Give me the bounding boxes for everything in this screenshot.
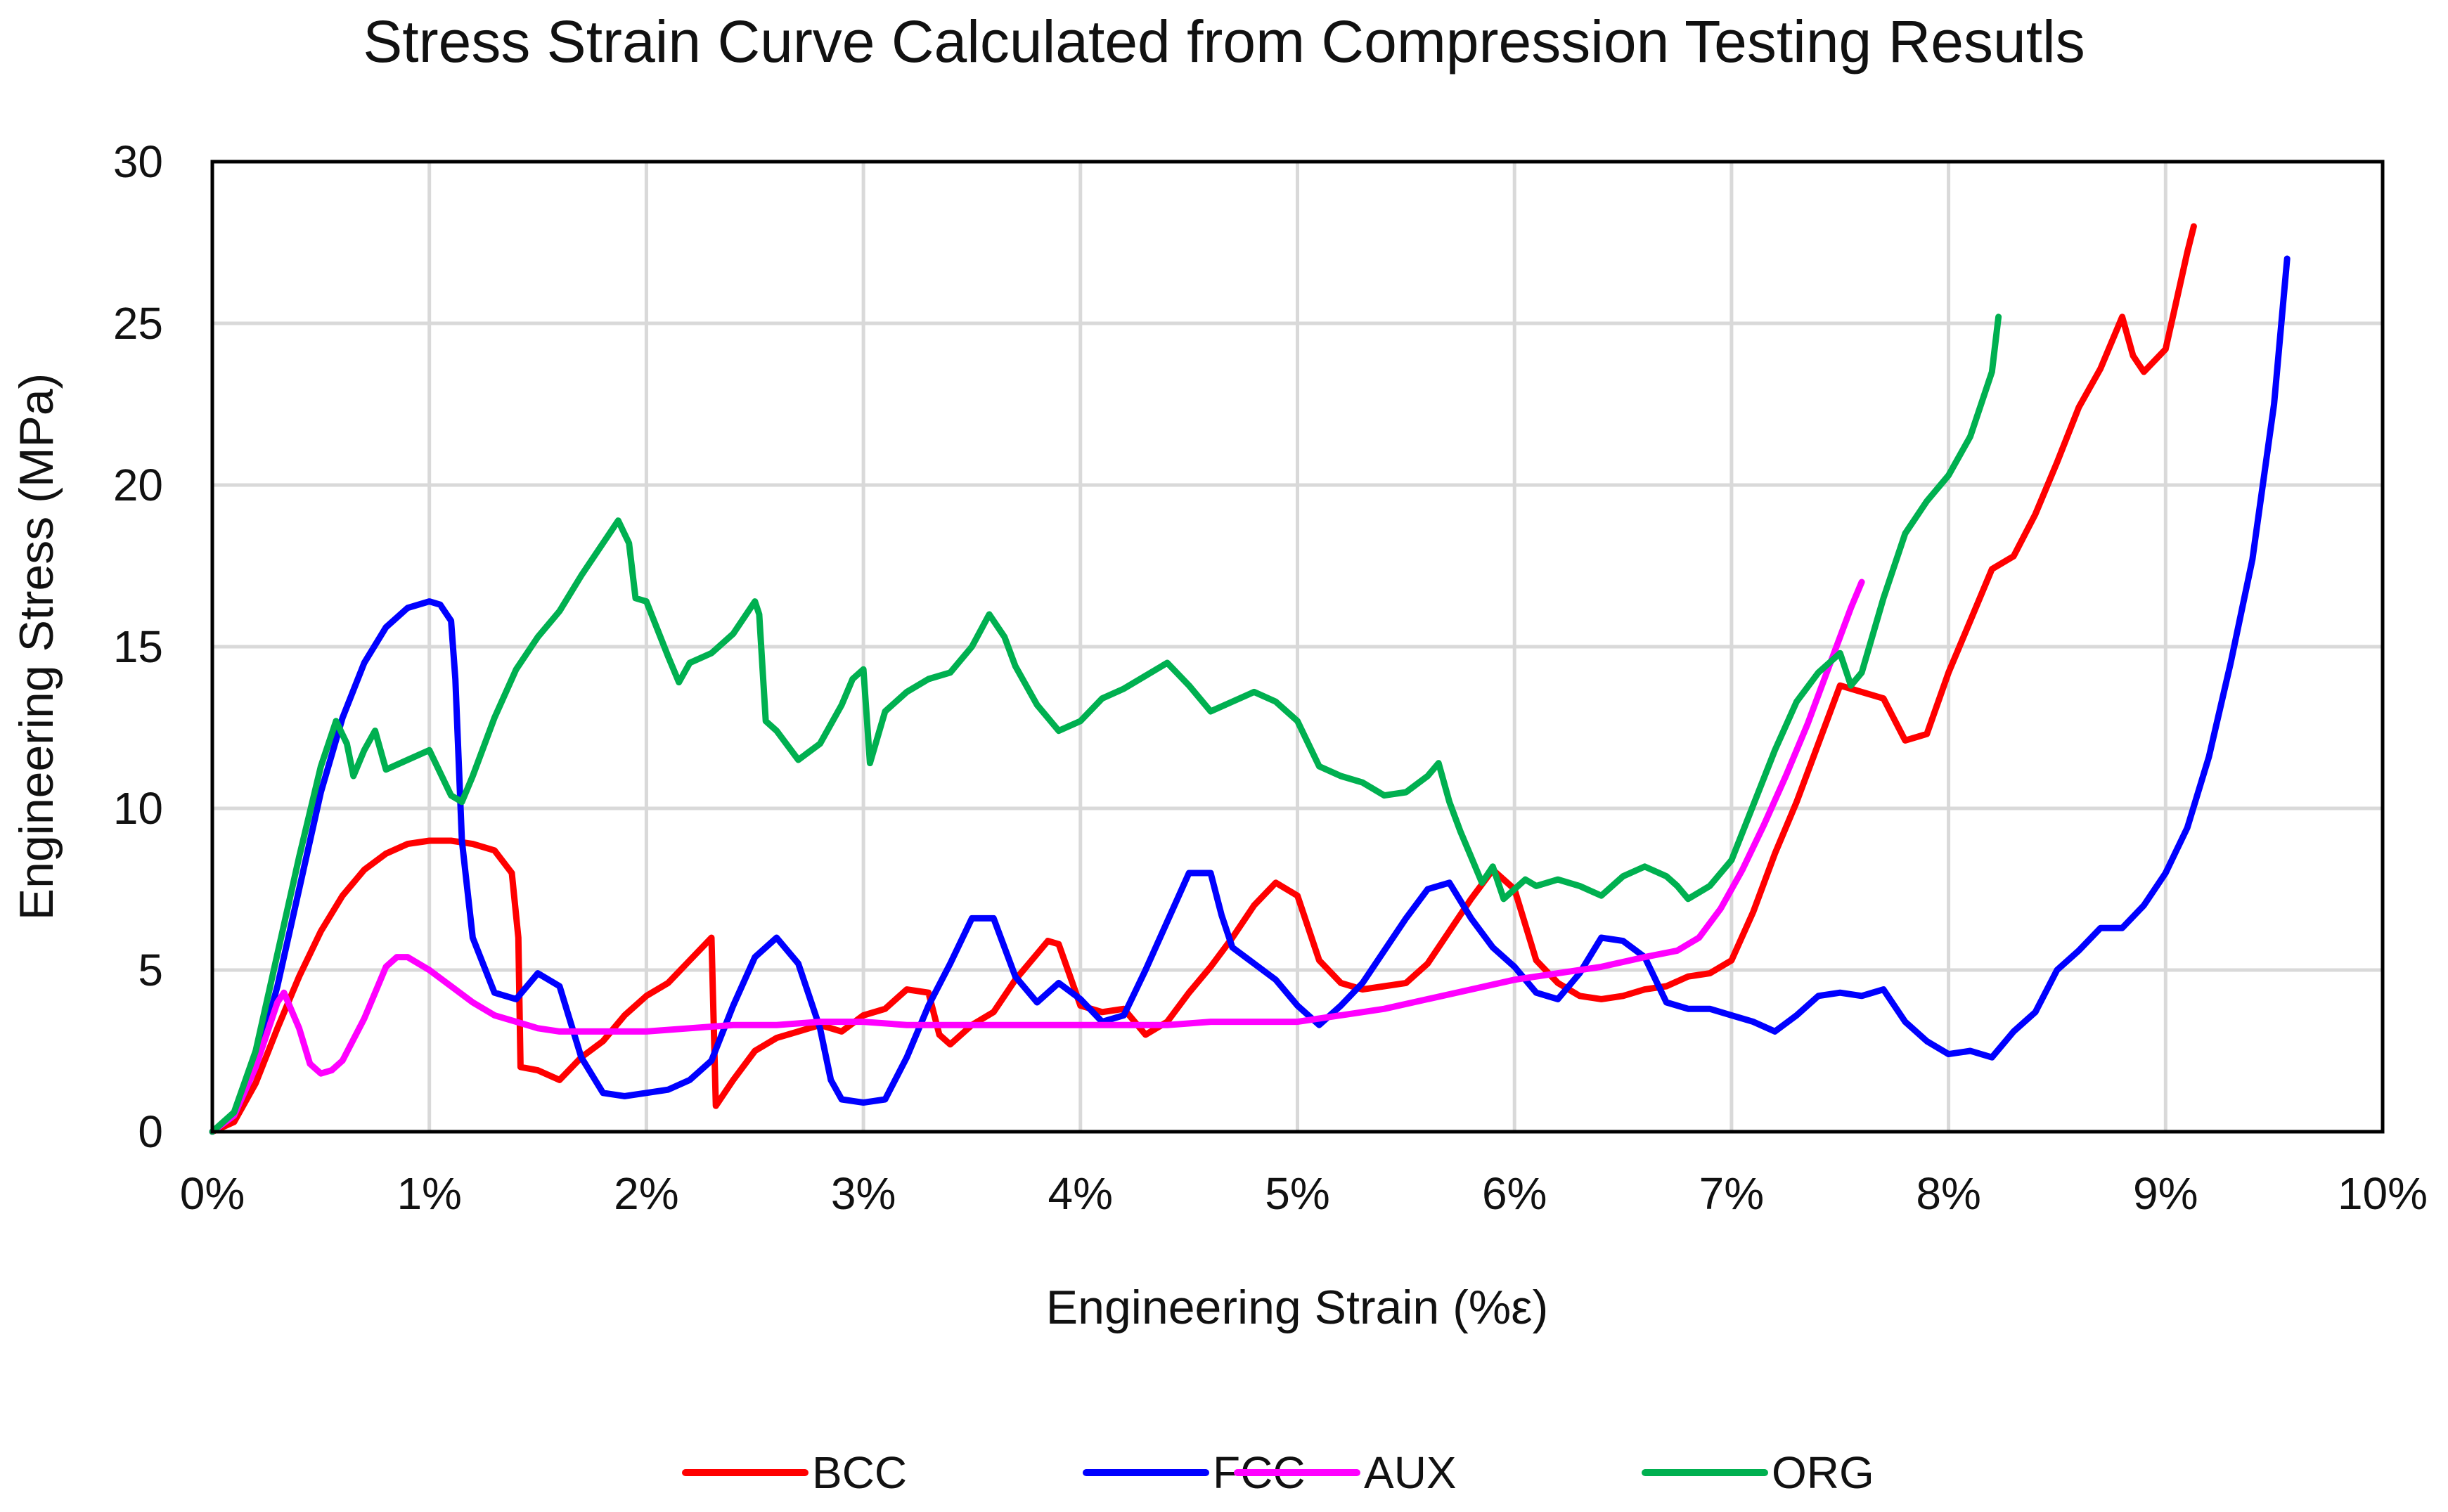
- legend-label-bcc: BCC: [812, 1447, 907, 1498]
- x-tick-label: 6%: [1482, 1168, 1547, 1219]
- x-tick-label: 3%: [831, 1168, 896, 1219]
- y-tick-label: 15: [113, 621, 163, 672]
- y-axis-label: Engineering Stress (MPa): [10, 373, 63, 921]
- x-tick-label: 1%: [397, 1168, 462, 1219]
- series-line-bcc: [209, 223, 2197, 1135]
- legend-label-aux: AUX: [1364, 1447, 1457, 1498]
- x-tick-label: 4%: [1048, 1168, 1114, 1219]
- x-tick-label: 10%: [2338, 1168, 2428, 1219]
- gridlines: [212, 162, 2383, 1132]
- y-tick-label: 20: [113, 460, 163, 510]
- y-tick-label: 25: [113, 298, 163, 349]
- legend-label-org: ORG: [1772, 1447, 1874, 1498]
- legend: BCC FCC AUX ORG: [682, 1447, 1874, 1498]
- series-line-org: [209, 314, 2002, 1135]
- y-axis-ticks: 0 5 10 15 20 25 30: [113, 136, 163, 1157]
- x-tick-label: 7%: [1699, 1168, 1765, 1219]
- x-tick-label: 0%: [180, 1168, 245, 1219]
- y-tick-label: 5: [138, 945, 163, 995]
- chart-title: Stress Strain Curve Calculated from Comp…: [363, 8, 2085, 75]
- y-tick-label: 30: [113, 136, 163, 187]
- x-tick-label: 8%: [1916, 1168, 1981, 1219]
- x-tick-label: 2%: [614, 1168, 679, 1219]
- x-axis-ticks: 0% 1% 2% 3% 4% 5% 6% 7% 8% 9% 10%: [180, 1168, 2428, 1219]
- series-group: [209, 223, 2291, 1135]
- y-tick-label: 0: [138, 1106, 163, 1157]
- series-line-fcc: [209, 255, 2291, 1135]
- series-line-aux: [209, 579, 1865, 1135]
- y-tick-label: 10: [113, 783, 163, 834]
- x-tick-label: 9%: [2133, 1168, 2198, 1219]
- x-axis-label: Engineering Strain (%ε): [1046, 1281, 1548, 1334]
- x-tick-label: 5%: [1265, 1168, 1330, 1219]
- plot-area: [210, 160, 2385, 1134]
